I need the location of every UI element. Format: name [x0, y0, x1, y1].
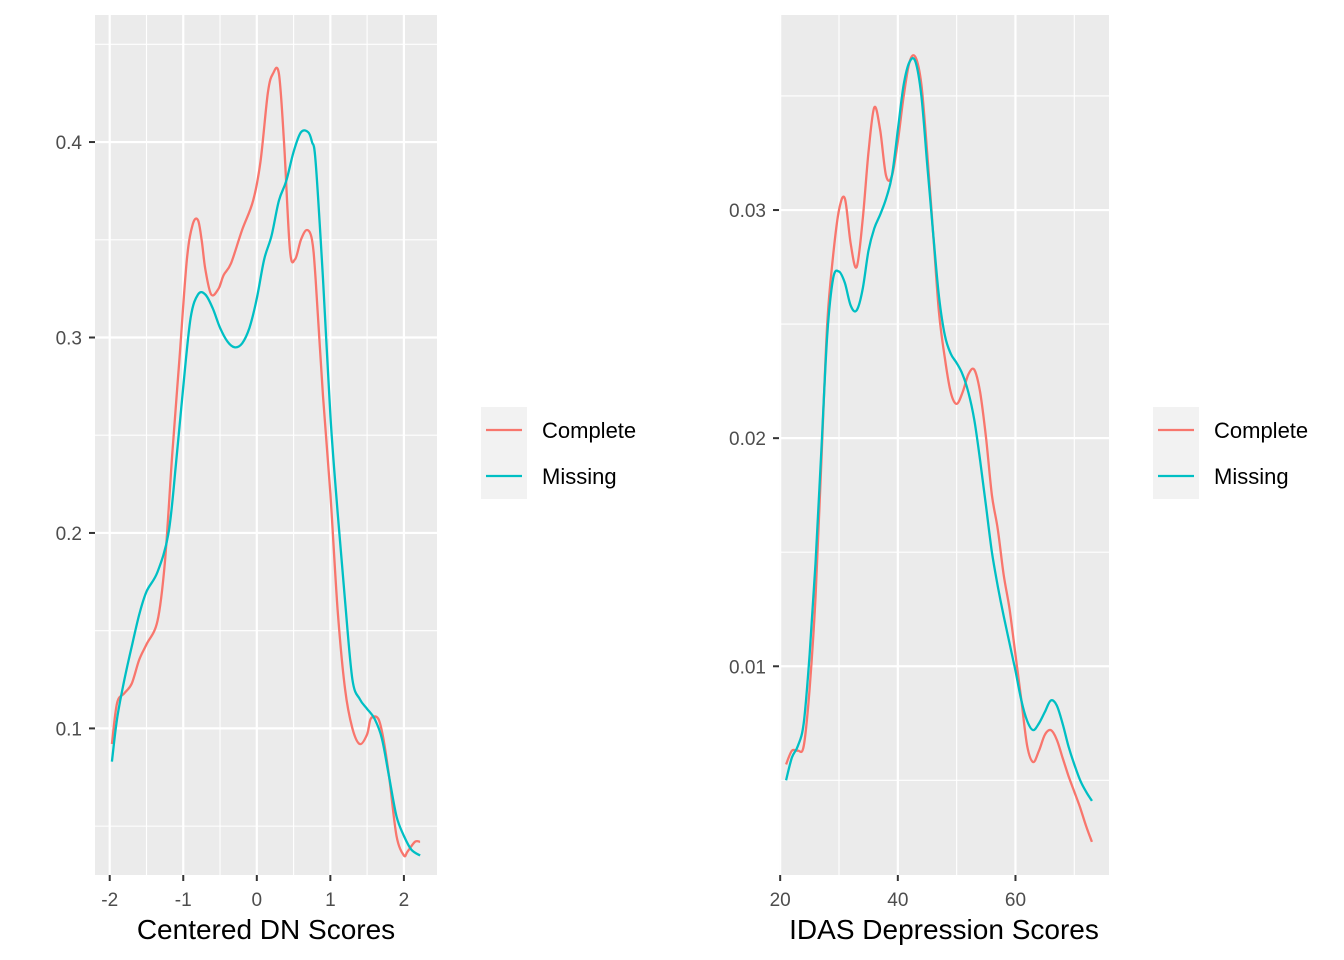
x-tick-label: 20 — [770, 890, 791, 911]
x-tick-label: 2 — [399, 890, 410, 911]
legend: Complete Missing — [481, 407, 636, 499]
x-tick-label: 0 — [252, 890, 263, 911]
y-tick-label: 0.3 — [56, 329, 82, 350]
x-tick-label: -2 — [101, 890, 118, 911]
legend-label-missing: Missing — [542, 464, 617, 489]
y-tick-label: 0.01 — [729, 657, 766, 678]
x-axis-title: IDAS Depression Scores — [789, 914, 1099, 945]
legend-label-complete: Complete — [542, 418, 636, 443]
x-tick-label: 40 — [887, 890, 908, 911]
y-tick-label: 0.4 — [56, 133, 83, 154]
x-tick-label: 1 — [325, 890, 336, 911]
x-axis-title: Centered DN Scores — [137, 914, 395, 945]
density-line-missing — [784, 57, 1093, 802]
density-line-complete — [110, 66, 421, 858]
plot-panel-background — [779, 15, 1109, 875]
legend-key-background — [1153, 407, 1199, 499]
legend-label-missing: Missing — [1214, 464, 1289, 489]
legend: Complete Missing — [1153, 407, 1308, 499]
chart-panel-2: 0.01 0.02 0.03 20 40 60 IDAS Depression Scores… — [729, 15, 1308, 945]
y-tick-label: 0.02 — [729, 429, 766, 450]
x-tick-label: -1 — [175, 890, 192, 911]
y-tick-label: 0.2 — [56, 524, 82, 545]
density-line-missing — [110, 129, 421, 857]
x-tick-label: 60 — [1005, 890, 1026, 911]
y-tick-label: 0.1 — [56, 719, 82, 740]
legend-label-complete: Complete — [1214, 418, 1308, 443]
legend-key-background — [481, 407, 527, 499]
y-tick-label: 0.03 — [729, 201, 766, 222]
